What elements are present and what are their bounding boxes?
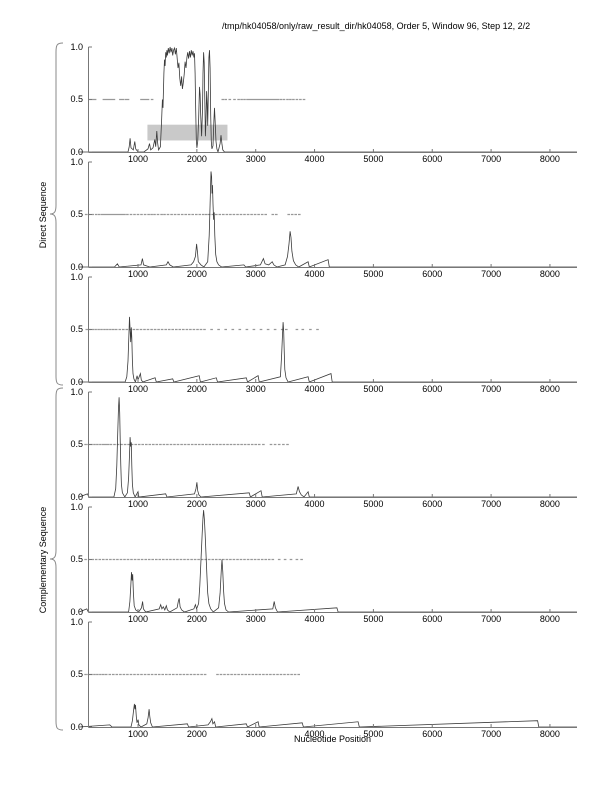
y-tick-label: 1.0 (70, 156, 83, 167)
x-tick-label: 8000 (539, 154, 560, 164)
probability-curve (79, 397, 577, 498)
x-tick-label: 1000 (128, 154, 149, 164)
probability-curve (79, 510, 577, 613)
y-tick-label: 0.0 (70, 376, 83, 387)
y-tick-label: 0.5 (70, 439, 83, 449)
x-tick-label: 5000 (363, 614, 384, 624)
x-tick-label: 1000 (128, 729, 149, 739)
x-tick-label: 6000 (422, 384, 443, 394)
y-tick-label: 0.5 (70, 324, 83, 334)
y-tick-label: 0.0 (70, 606, 83, 617)
y-tick-label: 0.0 (70, 261, 83, 272)
highlight-region (147, 124, 228, 141)
x-tick-label: 1000 (128, 384, 149, 394)
x-tick-label: 8000 (539, 269, 560, 279)
probability-curve (79, 171, 577, 268)
y-tick-label: 1.0 (70, 386, 83, 397)
y-tick-label: 1.0 (70, 271, 83, 282)
x-tick-label: 6000 (422, 614, 443, 624)
y-tick-label: 0.5 (70, 554, 83, 564)
y-tick-label: 0.0 (70, 721, 83, 732)
x-tick-label: 7000 (481, 154, 502, 164)
x-tick-label: 6000 (422, 729, 443, 739)
x-tick-label: 3000 (245, 269, 266, 279)
y-tick-label: 1.0 (70, 501, 83, 512)
x-tick-label: 7000 (481, 614, 502, 624)
x-tick-label: 8000 (539, 499, 560, 509)
x-tick-label: 4000 (304, 269, 325, 279)
probability-curve (79, 316, 577, 384)
x-tick-label: 8000 (539, 384, 560, 394)
x-axis-title: Nucleotide Position (293, 734, 372, 744)
y-tick-label: 0.0 (70, 146, 83, 157)
panel-direct-frame-3 (79, 276, 577, 384)
y-tick-label: 0.0 (70, 491, 83, 502)
y-tick-label: 0.5 (70, 669, 83, 679)
y-tick-label: 0.5 (70, 94, 83, 104)
y-tick-label: 0.5 (70, 209, 83, 219)
x-tick-label: 5000 (363, 499, 384, 509)
x-tick-label: 5000 (363, 729, 384, 739)
plot-title: /tmp/hk04058/only/raw_result_dir/hk04058… (222, 21, 531, 31)
panel-direct-frame-1 (79, 46, 577, 154)
x-tick-label: 2000 (186, 154, 207, 164)
x-tick-label: 2000 (186, 729, 207, 739)
panel-complementary-frame-3 (79, 621, 577, 728)
x-tick-label: 8000 (539, 729, 560, 739)
x-tick-label: 5000 (363, 269, 384, 279)
x-tick-label: 8000 (539, 614, 560, 624)
x-tick-label: 2000 (186, 384, 207, 394)
x-tick-label: 4000 (304, 729, 325, 739)
probability-curve (79, 703, 577, 728)
probability-curve (79, 46, 577, 154)
x-tick-label: 3000 (245, 499, 266, 509)
x-tick-label: 3000 (245, 154, 266, 164)
x-tick-label: 6000 (422, 269, 443, 279)
direct-sequence-brace (49, 42, 64, 386)
x-tick-label: 6000 (422, 154, 443, 164)
x-tick-label: 7000 (481, 729, 502, 739)
x-tick-label: 2000 (186, 499, 207, 509)
y-tick-label: 1.0 (70, 616, 83, 627)
x-tick-label: 1000 (128, 269, 149, 279)
x-tick-label: 7000 (481, 269, 502, 279)
x-tick-label: 4000 (304, 384, 325, 394)
x-tick-label: 5000 (363, 154, 384, 164)
x-tick-label: 4000 (304, 154, 325, 164)
x-tick-label: 4000 (304, 614, 325, 624)
x-tick-label: 5000 (363, 384, 384, 394)
x-tick-label: 2000 (186, 269, 207, 279)
x-tick-label: 2000 (186, 614, 207, 624)
y-tick-label: 1.0 (70, 41, 83, 52)
x-tick-label: 3000 (245, 614, 266, 624)
x-tick-label: 1000 (128, 499, 149, 509)
panel-direct-frame-2 (79, 161, 577, 268)
x-tick-label: 4000 (304, 499, 325, 509)
complementary-sequence-brace (49, 387, 64, 731)
panel-complementary-frame-2 (79, 506, 577, 613)
x-tick-label: 6000 (422, 499, 443, 509)
x-tick-label: 1000 (128, 614, 149, 624)
x-tick-label: 3000 (245, 729, 266, 739)
x-tick-label: 7000 (481, 384, 502, 394)
x-tick-label: 7000 (481, 499, 502, 509)
panel-complementary-frame-1 (79, 391, 577, 498)
x-tick-label: 3000 (245, 384, 266, 394)
